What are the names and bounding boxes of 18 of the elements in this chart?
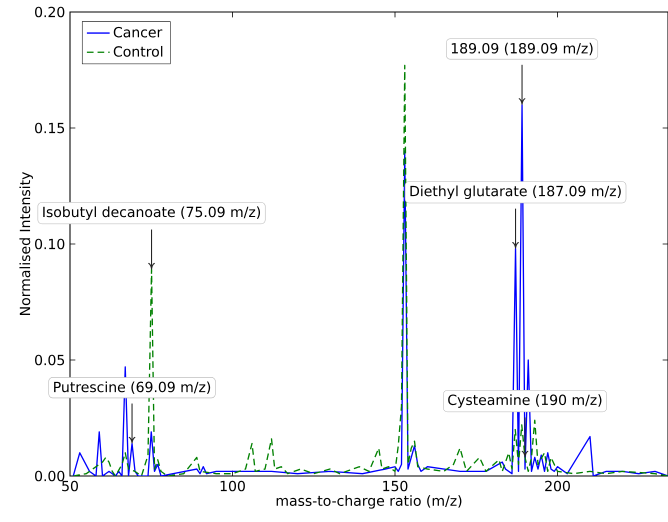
y-tick-label: 0.05 — [35, 354, 64, 366]
y-tick-label: 0.15 — [35, 122, 64, 134]
x-tick-label: 200 — [545, 480, 570, 492]
annotation: 189.09 (189.09 m/z) — [452, 42, 593, 56]
legend-label: Control — [114, 46, 162, 57]
x-axis-title: mass-to-charge ratio (m/z) — [276, 495, 462, 509]
annotation: Diethyl glutarate (187.09 m/z) — [410, 186, 621, 200]
y-tick-label: 0.20 — [35, 6, 64, 18]
legend-label: Cancer — [114, 26, 162, 38]
annotation: Cysteamine (190 m/z) — [448, 394, 602, 408]
x-tick-label: 100 — [220, 480, 245, 492]
y-tick-label: 0.10 — [35, 238, 64, 250]
y-axis-title: Normalised Intensity — [19, 172, 33, 315]
annotation: Putrescine (69.09 m/z) — [54, 381, 210, 394]
x-tick-label: 50 — [62, 480, 78, 492]
y-tick-label: 0.00 — [35, 470, 64, 482]
annotation: Isobutyl decanoate (75.09 m/z) — [43, 206, 260, 220]
x-tick-label: 150 — [383, 480, 408, 492]
